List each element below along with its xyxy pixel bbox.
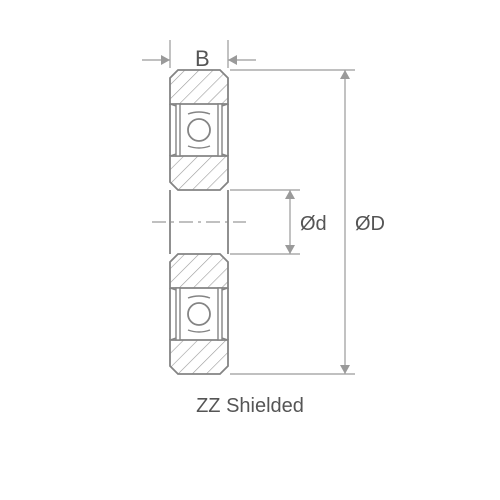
svg-text:Ød: Ød [300, 213, 327, 235]
bearing-diagram: B Ød ØD ZZ Shielded [0, 0, 500, 500]
svg-text:ØD: ØD [355, 213, 385, 235]
svg-text:B: B [195, 46, 210, 71]
bearing-cross-section-svg: B Ød ØD [0, 0, 500, 500]
diagram-caption: ZZ Shielded [0, 395, 500, 418]
